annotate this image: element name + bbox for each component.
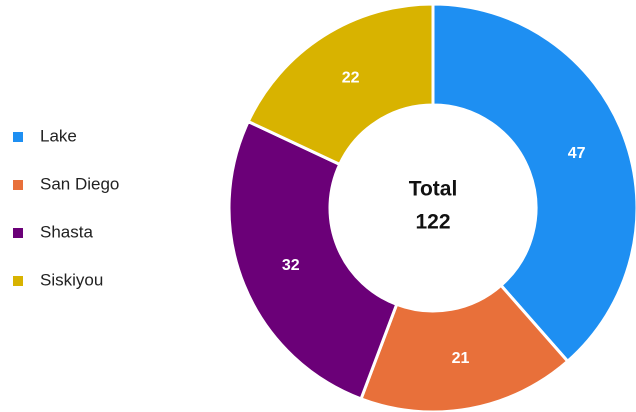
- data-label: 47: [568, 145, 586, 162]
- slice: [431, 2, 636, 364]
- slice: [359, 283, 570, 412]
- data-label: 32: [282, 257, 300, 274]
- data-label: 22: [342, 70, 360, 87]
- legend-label: Siskiyou: [40, 270, 103, 289]
- legend-swatch: [13, 276, 23, 286]
- legend-swatch: [13, 132, 23, 142]
- legend: Lake San Diego Shasta Siskiyou: [13, 126, 119, 289]
- legend-swatch: [13, 180, 23, 190]
- legend-label: San Diego: [40, 174, 119, 193]
- center-total: 122: [415, 211, 450, 234]
- legend-label: Lake: [40, 126, 77, 145]
- donut: 47 21 32 22: [227, 2, 636, 412]
- legend-swatch: [13, 228, 23, 238]
- legend-label: Shasta: [40, 222, 93, 241]
- slice: [227, 119, 399, 401]
- slice: [246, 2, 435, 167]
- center-label: Total: [409, 178, 458, 201]
- data-label: 21: [452, 350, 470, 367]
